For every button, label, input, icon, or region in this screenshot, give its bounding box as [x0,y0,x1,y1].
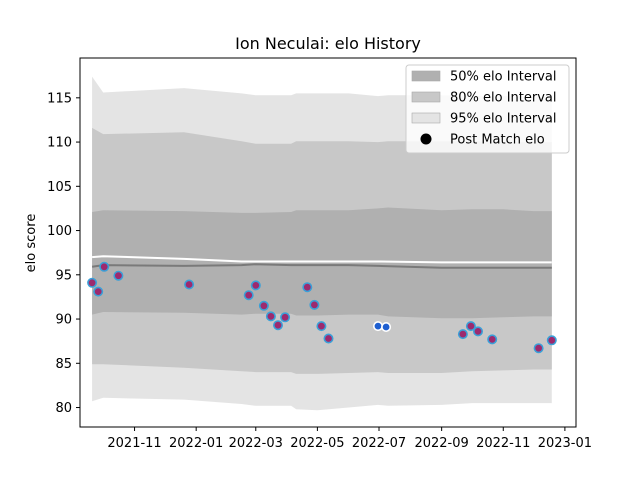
y-tick-label: 80 [55,401,72,416]
x-tick-label: 2022-11 [476,436,530,451]
x-tick-label: 2021-11 [107,436,161,451]
chart-title: Ion Neculai: elo History [235,34,421,53]
post-match-point [113,270,124,281]
post-match-point [243,290,254,301]
x-axis-ticks: 2021-11 2022-01 2022-03 2022-05 2022-07 2022-… [107,427,592,451]
elo-line-1 [92,255,552,264]
post-match-point [472,326,483,337]
band-50pct [92,207,552,319]
post-match-point [280,312,291,323]
y-tick-label: 110 [47,136,72,151]
post-match-point [272,320,283,331]
legend-swatch [411,112,441,124]
post-match-point [546,335,557,346]
legend-swatch [411,91,441,103]
post-match-point [309,299,320,310]
x-tick-label: 2022-03 [229,436,283,451]
interval-bands [92,76,552,411]
y-tick-label: 100 [47,224,72,239]
plot-frame [79,57,577,428]
post-match-point [457,329,468,340]
elo-line-0 [91,263,552,269]
post-match-point [381,321,392,332]
post-match-point [184,279,195,290]
legend-box [405,64,570,154]
x-tick-label: 2023-01 [538,436,592,451]
y-tick-label: 85 [55,357,72,372]
post-match-point [93,286,104,297]
post-match-point [99,261,110,272]
legend-marker [420,133,432,145]
post-match-point [258,300,269,311]
x-tick-label: 2022-05 [290,436,344,451]
post-match-point [302,282,313,293]
y-axis-ticks: 80 85 90 95 100 105 110 115 [47,91,80,416]
legend-swatch [411,70,441,82]
elo-lines [91,255,552,269]
post-match-point [87,277,98,288]
y-tick-label: 115 [47,91,72,106]
legend: 50% elo Interval 80% elo Interval 95% elo … [405,64,570,154]
legend-label: 50% elo Interval [450,70,557,85]
post-match-point [323,333,334,344]
legend-label: 95% elo Interval [450,112,557,127]
post-match-point [316,321,327,332]
x-tick-label: 2022-09 [414,436,468,451]
x-tick-label: 2022-01 [169,436,223,451]
legend-label: 80% elo Interval [450,91,557,106]
post-match-point [533,343,544,354]
post-match-point [487,334,498,345]
post-match-point [465,321,476,332]
post-match-point [265,311,276,322]
y-tick-label: 90 [55,313,72,328]
post-match-point [372,321,383,332]
x-tick-label: 2022-07 [352,436,406,451]
y-tick-label: 105 [47,180,72,195]
post-match-points [87,261,557,354]
y-axis-label: elo score [24,214,39,273]
post-match-point [250,280,261,291]
y-tick-label: 95 [55,268,72,283]
legend-label: Post Match elo [450,133,545,148]
